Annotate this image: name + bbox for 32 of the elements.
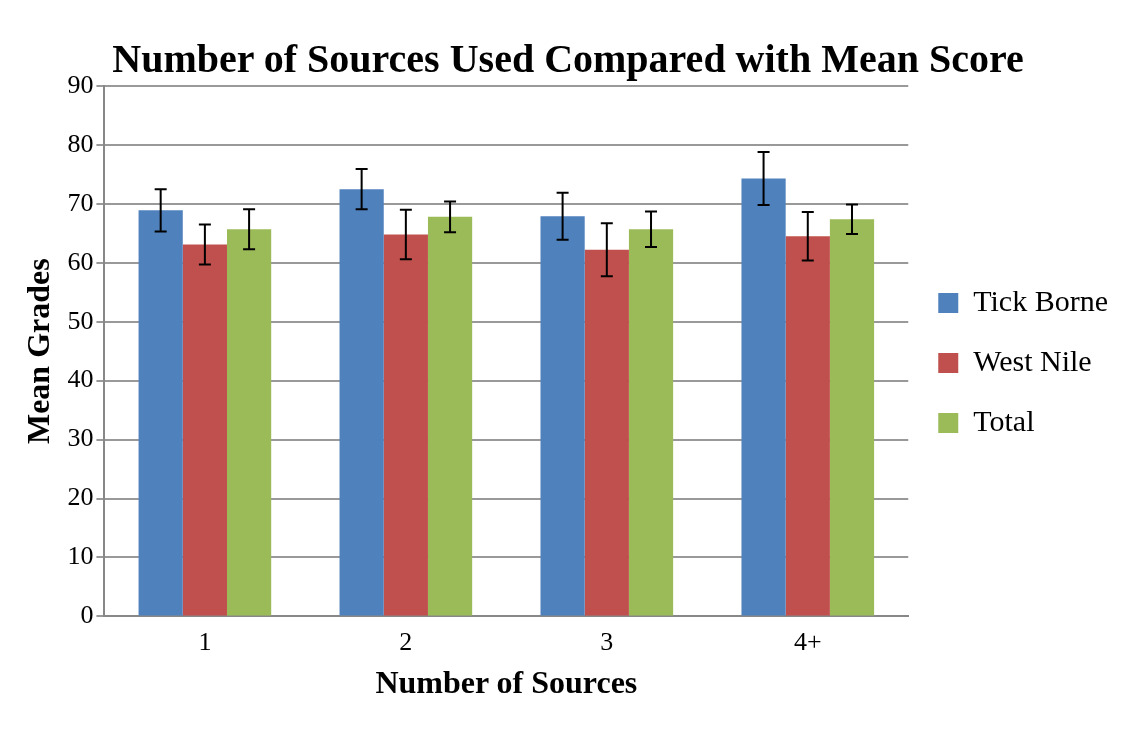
y-tick-label: 50 (67, 305, 94, 335)
bar (628, 229, 674, 616)
y-tick-label: 60 (67, 246, 94, 276)
y-tick-label: 0 (80, 600, 94, 630)
x-tick-label: 1 (198, 626, 212, 656)
bar (138, 210, 183, 616)
bar (741, 178, 786, 616)
y-tick-label: 40 (67, 364, 94, 394)
bar (226, 229, 272, 616)
y-tick-label: 20 (67, 482, 94, 512)
legend-label: West Nile (973, 343, 1092, 377)
x-tick-label: 3 (600, 626, 614, 656)
y-tick-label: 80 (67, 128, 94, 158)
x-tick-label: 2 (399, 626, 413, 656)
bar (829, 219, 875, 616)
y-axis-title: Mean Grades (20, 258, 57, 445)
legend-label: Tick Borne (973, 283, 1109, 317)
bar (383, 234, 428, 616)
y-tick-label: 30 (67, 423, 94, 453)
bar (182, 244, 227, 616)
bar (339, 189, 384, 616)
chart-title: Number of Sources Used Compared with Mean Score (112, 36, 1024, 82)
bar (584, 249, 629, 616)
bar (785, 236, 830, 616)
bar (540, 216, 585, 616)
x-axis-title: Number of Sources (375, 664, 638, 701)
y-tick-label: 90 (67, 69, 94, 99)
legend-label: Total (973, 403, 1035, 437)
bar (427, 216, 473, 616)
x-tick-label: 4+ (793, 626, 822, 656)
y-tick-label: 70 (67, 187, 94, 217)
y-tick-label: 10 (67, 541, 94, 571)
